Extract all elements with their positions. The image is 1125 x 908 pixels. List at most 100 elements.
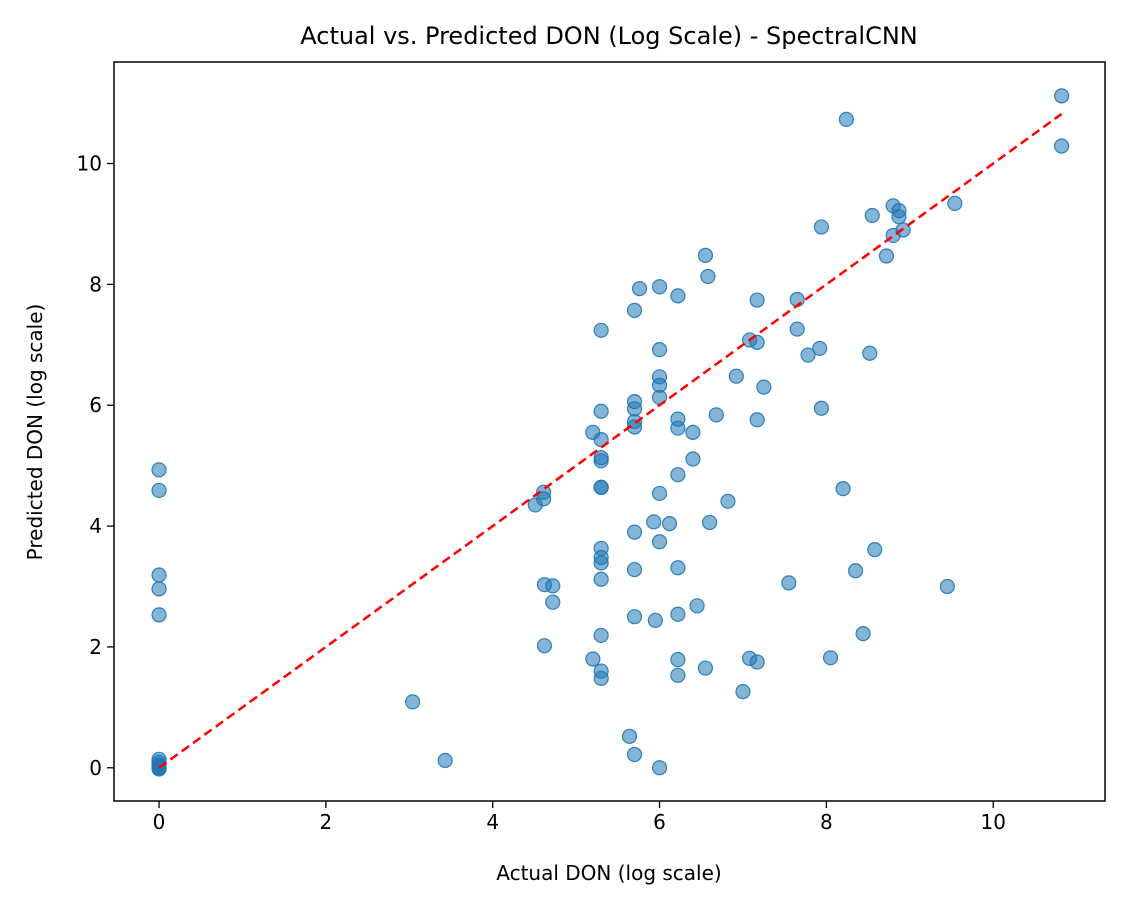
data-point (891, 209, 907, 225)
data-point (593, 453, 609, 469)
data-point (749, 334, 765, 350)
data-point (749, 412, 765, 428)
data-point (708, 407, 724, 423)
y-axis-label: Predicted DON (log scale) (23, 304, 47, 561)
data-point (626, 609, 643, 625)
data-point (838, 111, 855, 128)
data-point (735, 684, 751, 700)
y-tick-label: 0 (89, 756, 102, 780)
data-point (151, 482, 167, 499)
data-point (756, 379, 772, 395)
data-point (697, 247, 714, 263)
x-axis-label: Actual DON (log scale) (496, 861, 721, 885)
data-point (702, 514, 718, 531)
data-point (947, 195, 963, 211)
data-point (651, 485, 668, 502)
data-point (626, 302, 643, 318)
data-point (835, 481, 851, 497)
data-point (862, 345, 878, 361)
data-point (720, 493, 736, 509)
data-point (545, 594, 561, 610)
data-point (151, 462, 167, 478)
identity-reference-line (158, 112, 1063, 769)
data-point (585, 651, 601, 667)
data-point (405, 694, 421, 710)
data-point (651, 534, 668, 550)
x-tick-label: 8 (820, 810, 833, 834)
data-point (626, 401, 643, 417)
data-point (812, 340, 828, 357)
data-point (700, 268, 716, 285)
data-point (647, 612, 663, 628)
data-point (626, 561, 643, 578)
x-tick-label: 6 (653, 810, 666, 834)
x-tick-label: 10 (980, 810, 1005, 834)
data-point (670, 467, 686, 483)
data-point (593, 555, 609, 571)
data-point (646, 514, 662, 530)
data-point (593, 403, 609, 419)
data-point (593, 571, 609, 587)
data-point (670, 667, 686, 683)
data-point (855, 626, 871, 642)
data-point (789, 321, 805, 337)
data-point (867, 542, 883, 558)
plot-frame (113, 61, 1106, 802)
y-axis: 0 2 4 6 8 10 (77, 152, 114, 780)
data-point (813, 400, 829, 416)
data-point (151, 607, 167, 623)
y-tick-label: 6 (89, 393, 102, 417)
data-point (670, 420, 686, 436)
data-point (670, 288, 686, 304)
data-point (670, 652, 686, 668)
x-tick-label: 4 (486, 810, 499, 834)
y-tick-label: 8 (89, 272, 102, 296)
data-point (847, 563, 864, 579)
data-point (536, 638, 553, 654)
x-tick-label: 2 (320, 810, 333, 834)
data-point (939, 578, 955, 595)
data-point (685, 424, 701, 441)
data-point (621, 728, 638, 744)
data-point (626, 524, 643, 540)
data-point (822, 650, 839, 666)
x-tick-label: 0 (153, 810, 166, 834)
data-point (651, 279, 668, 295)
data-point (536, 484, 552, 500)
data-point (651, 760, 668, 776)
data-point (670, 560, 686, 576)
data-point (878, 248, 895, 264)
data-point (749, 654, 765, 670)
data-point (545, 578, 561, 594)
y-tick-label: 10 (77, 152, 102, 176)
data-point (631, 280, 648, 297)
x-axis: 0 2 4 6 8 10 (153, 801, 1006, 834)
data-point (151, 581, 167, 597)
data-point (593, 627, 609, 644)
data-point (800, 347, 816, 363)
data-point (670, 606, 686, 622)
data-point (661, 516, 678, 532)
data-point (728, 368, 744, 384)
data-point (689, 598, 705, 614)
data-point (749, 292, 765, 308)
data-point (864, 207, 880, 224)
plot-area (151, 88, 1070, 777)
data-point (437, 752, 453, 769)
data-point (1054, 88, 1070, 104)
data-point (651, 342, 668, 358)
data-point (151, 567, 167, 583)
data-point (1054, 138, 1070, 154)
data-point (781, 575, 797, 591)
data-point (593, 670, 609, 686)
y-tick-label: 2 (89, 635, 102, 659)
data-point (626, 746, 643, 763)
data-point (593, 479, 609, 495)
data-point (697, 660, 714, 676)
data-point (593, 322, 609, 338)
data-point (813, 219, 829, 235)
y-tick-label: 4 (89, 514, 102, 538)
chart-title: Actual vs. Predicted DON (Log Scale) - S… (300, 22, 917, 50)
data-point (685, 451, 701, 467)
